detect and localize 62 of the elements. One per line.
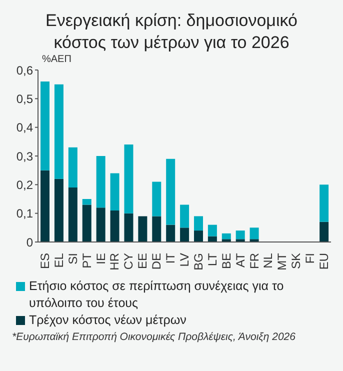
bar xyxy=(180,204,190,228)
bar xyxy=(40,81,50,170)
y-tick-label: 0,4 xyxy=(16,120,34,135)
bar xyxy=(194,216,203,231)
x-tick-label: FI xyxy=(303,253,318,264)
bar xyxy=(194,230,203,242)
x-tick-label: SI xyxy=(66,253,80,264)
x-tick-label: MT xyxy=(275,252,290,270)
x-tick-label: IE xyxy=(94,253,108,264)
x-tick-label: EE xyxy=(136,253,150,270)
x-tick-label: LV xyxy=(178,253,192,267)
bar xyxy=(96,208,106,242)
x-tick-label: FR xyxy=(247,252,262,269)
bar xyxy=(54,84,64,179)
bar xyxy=(82,204,92,242)
bar xyxy=(40,170,50,242)
x-tick-label: CY xyxy=(122,253,136,270)
x-tick-label: NL xyxy=(261,252,276,268)
y-tick-label: 0,2 xyxy=(16,178,34,192)
x-tick-label: AT xyxy=(233,252,248,268)
bar xyxy=(124,213,134,242)
bar xyxy=(138,216,148,242)
bar xyxy=(250,228,259,240)
x-tick-label: IT xyxy=(164,252,178,264)
bar xyxy=(320,184,329,222)
bar xyxy=(68,147,78,188)
x-tick-label: EU xyxy=(317,253,332,270)
x-tick-label: BE xyxy=(219,253,234,270)
y-axis-title: %ΑΕΠ xyxy=(42,54,72,66)
x-tick-label: ES xyxy=(38,253,52,270)
bar xyxy=(166,224,176,242)
bar xyxy=(180,228,190,242)
text: *Ευρωπαϊκή Επιτροπή Οικονομικές Προβλέψεις, Άνοιξη 2026 xyxy=(11,330,296,344)
bar xyxy=(124,144,134,214)
bar xyxy=(54,178,64,242)
bar xyxy=(208,224,217,236)
bar xyxy=(110,210,120,242)
x-tick-label: PT xyxy=(80,252,94,268)
bar xyxy=(320,222,329,242)
x-tick-label: EL xyxy=(52,252,66,268)
y-tick-label: 0,6 xyxy=(16,63,34,78)
bar xyxy=(110,173,120,210)
x-tick-label: SK xyxy=(289,253,304,270)
bar xyxy=(222,233,231,240)
bar xyxy=(152,182,162,216)
bar xyxy=(96,156,106,208)
x-tick-label: BG xyxy=(191,253,206,270)
x-tick-label: LT xyxy=(205,252,220,266)
x-tick-label: HR xyxy=(108,252,122,270)
bar xyxy=(236,230,245,240)
legend-label: Τρέχον κόστος νέων μέτρων xyxy=(29,312,186,329)
y-tick-label: 0,1 xyxy=(16,206,34,221)
bar xyxy=(166,158,176,225)
chart-title: Ενεργειακή κρίση: δημοσιονομικό κόστος των μέτρων για το 2026 xyxy=(44,10,298,54)
bar xyxy=(152,216,162,242)
x-tick-label: DE xyxy=(150,253,164,270)
bar xyxy=(82,199,92,205)
y-tick-label: 0 xyxy=(26,235,34,250)
bar xyxy=(68,188,78,242)
y-tick-label: 0,5 xyxy=(16,92,34,106)
legend-label: Ετήσιο κόστος σε περίπτωση συνέχειας για το υπόλοιπο του έτους xyxy=(29,278,285,312)
y-tick-label: 0,3 xyxy=(16,149,34,164)
